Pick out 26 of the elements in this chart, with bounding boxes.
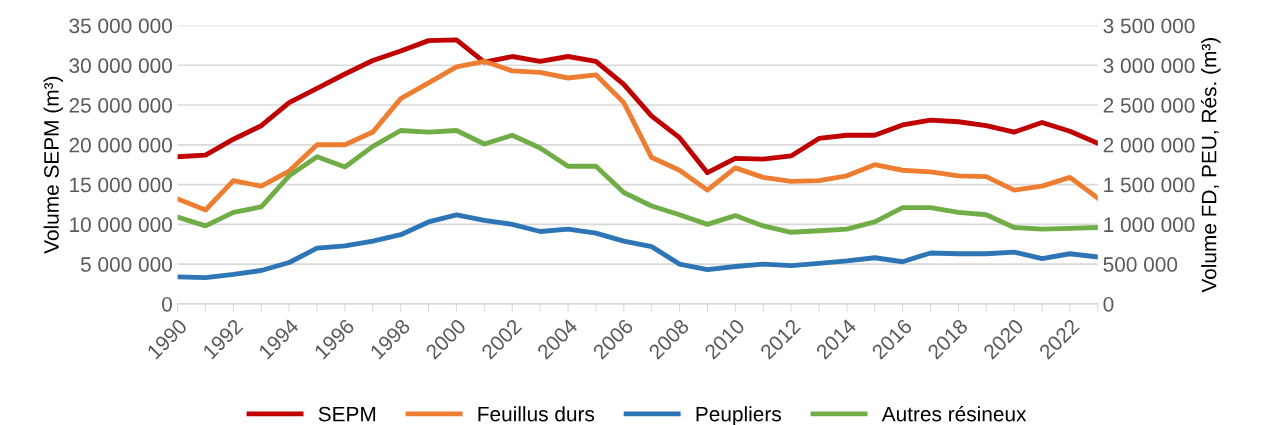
- line-series: [177, 37, 1098, 176]
- y-tick-label: 30 000 000: [69, 58, 172, 74]
- y-tick-label: 10 000 000: [70, 217, 172, 233]
- y-tick-label: 25 000 000: [69, 98, 172, 113]
- y-tick-label: 20 000 000: [69, 137, 172, 153]
- line-series: [177, 212, 1098, 281]
- y2-tick-label: 1 000 000: [1104, 217, 1195, 233]
- y-tick-label: 0: [162, 296, 172, 312]
- legend-label: SEPM: [318, 406, 376, 422]
- legend-label: Peupliers: [696, 406, 781, 425]
- y-tick-label: 5 000 000: [80, 257, 172, 272]
- y-tick-label: 15 000 000: [70, 177, 172, 193]
- line-series: [177, 128, 1098, 235]
- y-axis-title: Volume SEPM (m³): [43, 76, 63, 254]
- line-series: [177, 58, 1098, 213]
- y2-tick-label: 0: [1103, 296, 1114, 312]
- y2-tick-label: 2 000 000: [1103, 137, 1195, 153]
- y2-tick-label: 3 000 000: [1103, 58, 1195, 74]
- y2-tick-label: 3 500 000: [1103, 18, 1195, 34]
- y2-tick-label: 1 500 000: [1104, 177, 1195, 193]
- legend-label: Feuillus durs: [478, 406, 595, 422]
- y2-tick-label: 2 500 000: [1103, 98, 1195, 113]
- y2-tick-label: 500 000: [1103, 257, 1178, 272]
- legend-label: Autres résineux: [881, 405, 1027, 422]
- y-tick-label: 35 000 000: [69, 18, 172, 34]
- y2-axis-title: Volume FD, PEU, Rés. (m³): [1200, 38, 1221, 293]
